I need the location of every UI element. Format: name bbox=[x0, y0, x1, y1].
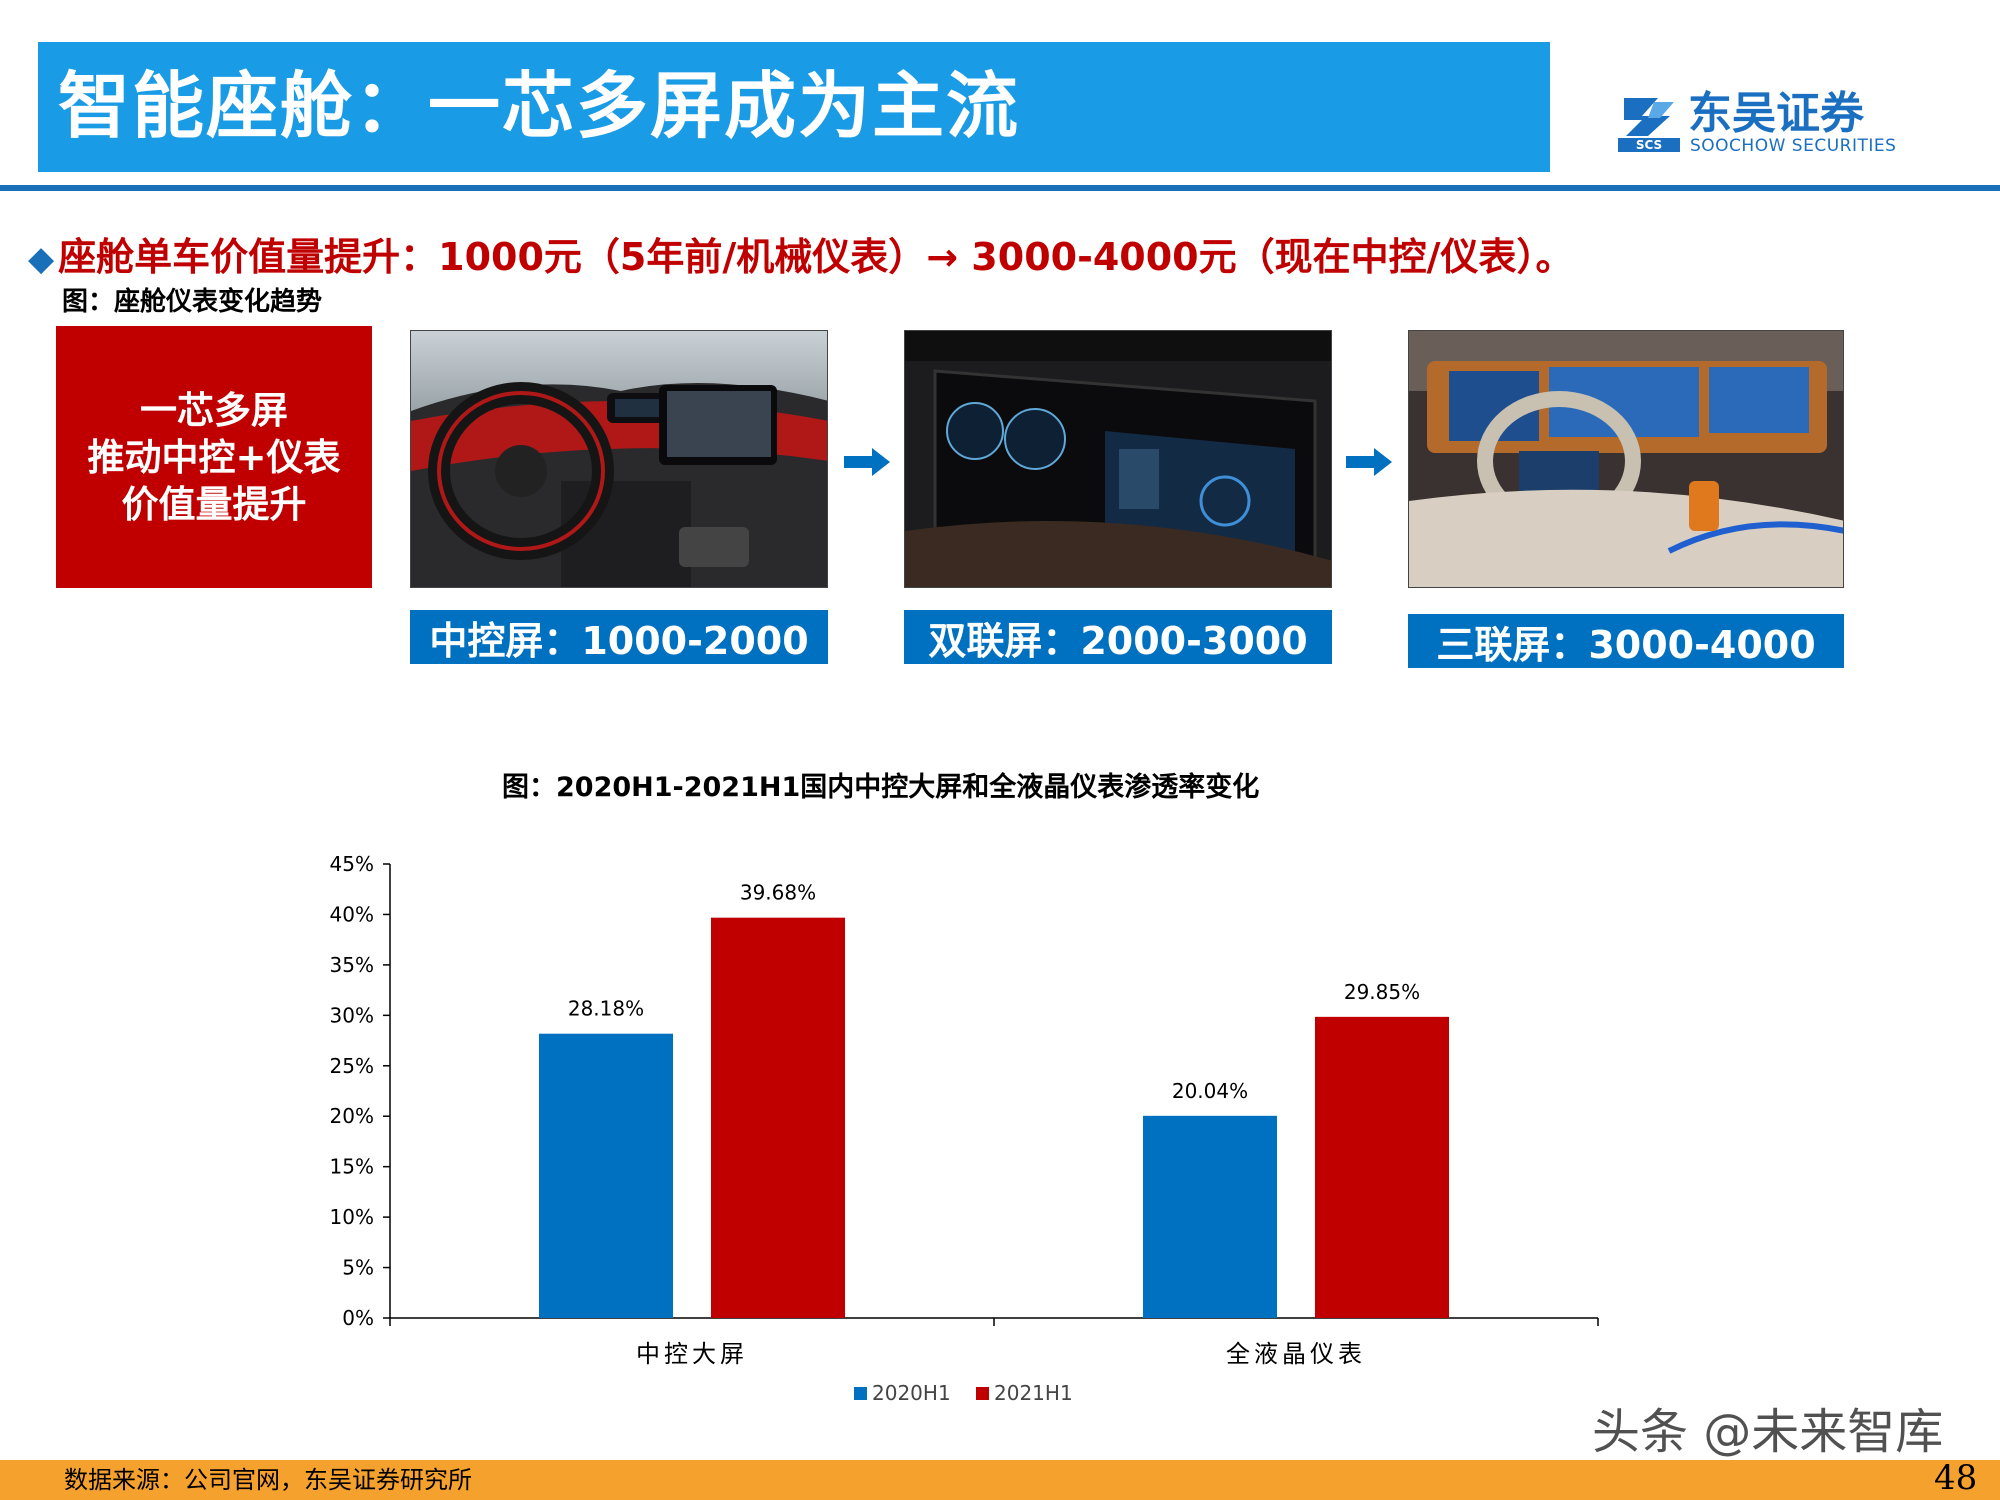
footer-bar bbox=[0, 1460, 2000, 1500]
legend-swatch bbox=[976, 1387, 989, 1400]
title-bar: 智能座舱：一芯多屏成为主流 bbox=[38, 42, 1550, 172]
center-screen-price-label: 中控屏：1000-2000 bbox=[410, 610, 828, 664]
legend-label: 2021H1 bbox=[994, 1381, 1073, 1405]
x-category-label: 中控大屏 bbox=[636, 1340, 748, 1368]
logo-chinese-name: 东吴证券 bbox=[1688, 88, 1864, 139]
dual-screen-price-label: 双联屏：2000-3000 bbox=[904, 610, 1332, 664]
dual-screen-photo bbox=[904, 330, 1332, 588]
arrow-right-icon bbox=[1346, 448, 1392, 476]
legend-swatch bbox=[854, 1387, 867, 1400]
bar-2021H1-0 bbox=[711, 917, 845, 1318]
highlight-line-1: 一芯多屏 bbox=[140, 388, 288, 432]
bullet-marker: ◆ bbox=[28, 239, 55, 279]
y-tick-label: 10% bbox=[330, 1205, 374, 1229]
arrow-right-icon bbox=[844, 448, 890, 476]
logo-mark-text: SCS bbox=[1636, 138, 1662, 152]
data-label: 20.04% bbox=[1172, 1079, 1248, 1103]
y-tick-label: 20% bbox=[330, 1104, 374, 1128]
data-source: 数据来源：公司官网，东吴证券研究所 bbox=[64, 1466, 472, 1494]
triple-screen-price-label: 三联屏：3000-4000 bbox=[1408, 614, 1844, 668]
y-tick-label: 5% bbox=[342, 1256, 374, 1280]
y-tick-label: 40% bbox=[330, 902, 374, 926]
logo-mark-icon: SCS bbox=[1618, 98, 1680, 152]
chart-title: 图：2020H1-2021H1国内中控大屏和全液晶仪表渗透率变化 bbox=[502, 772, 1260, 803]
page-title: 智能座舱：一芯多屏成为主流 bbox=[58, 64, 1021, 148]
company-logo: SCS 东吴证券 SOOCHOW SECURITIES bbox=[1618, 88, 1898, 158]
watermark: 头条 @未来智库 bbox=[1592, 1404, 1944, 1460]
chart-bars: 28.18% 39.68% 20.04% 29.85% bbox=[539, 881, 1449, 1318]
y-tick-label: 35% bbox=[330, 953, 374, 977]
y-tick-label: 30% bbox=[330, 1003, 374, 1027]
figure-caption: 图：座舱仪表变化趋势 bbox=[62, 287, 323, 317]
bullet-line: ◆ 座舱单车价值量提升：1000元（5年前/机械仪表）→ 3000-4000元（现… bbox=[28, 232, 1988, 282]
data-label: 28.18% bbox=[568, 997, 644, 1021]
center-screen-photo bbox=[410, 330, 828, 588]
y-tick-label: 0% bbox=[342, 1306, 374, 1330]
y-tick-label: 25% bbox=[330, 1054, 374, 1078]
chart-legend: 2020H1 2021H1 bbox=[854, 1381, 1073, 1405]
legend-label: 2020H1 bbox=[872, 1381, 951, 1405]
highlight-line-3: 价值量提升 bbox=[121, 482, 307, 526]
logo-english-name: SOOCHOW SECURITIES bbox=[1690, 136, 1897, 156]
x-category-label: 全液晶仪表 bbox=[1226, 1340, 1366, 1368]
bar-2021H1-1 bbox=[1315, 1016, 1449, 1318]
title-underline bbox=[0, 185, 2000, 191]
y-tick-label: 45% bbox=[330, 852, 374, 876]
highlight-box: 一芯多屏 推动中控+仪表 价值量提升 bbox=[56, 326, 372, 588]
data-label: 29.85% bbox=[1344, 980, 1420, 1004]
penetration-bar-chart: 0% 5% 10% 15% 20% 25% 30% 35% 40% 45% 中控大屏 全液晶仪表 28… bbox=[330, 852, 1599, 1405]
data-label: 39.68% bbox=[740, 881, 816, 905]
y-tick-label: 15% bbox=[330, 1155, 374, 1179]
bar-2020H1-1 bbox=[1143, 1115, 1277, 1318]
bar-2020H1-0 bbox=[539, 1033, 673, 1318]
highlight-line-2: 推动中控+仪表 bbox=[87, 435, 341, 479]
page-number: 48 bbox=[1934, 1458, 1978, 1498]
bullet-text: 座舱单车价值量提升：1000元（5年前/机械仪表）→ 3000-4000元（现在… bbox=[58, 235, 1574, 279]
triple-screen-photo bbox=[1408, 330, 1844, 588]
